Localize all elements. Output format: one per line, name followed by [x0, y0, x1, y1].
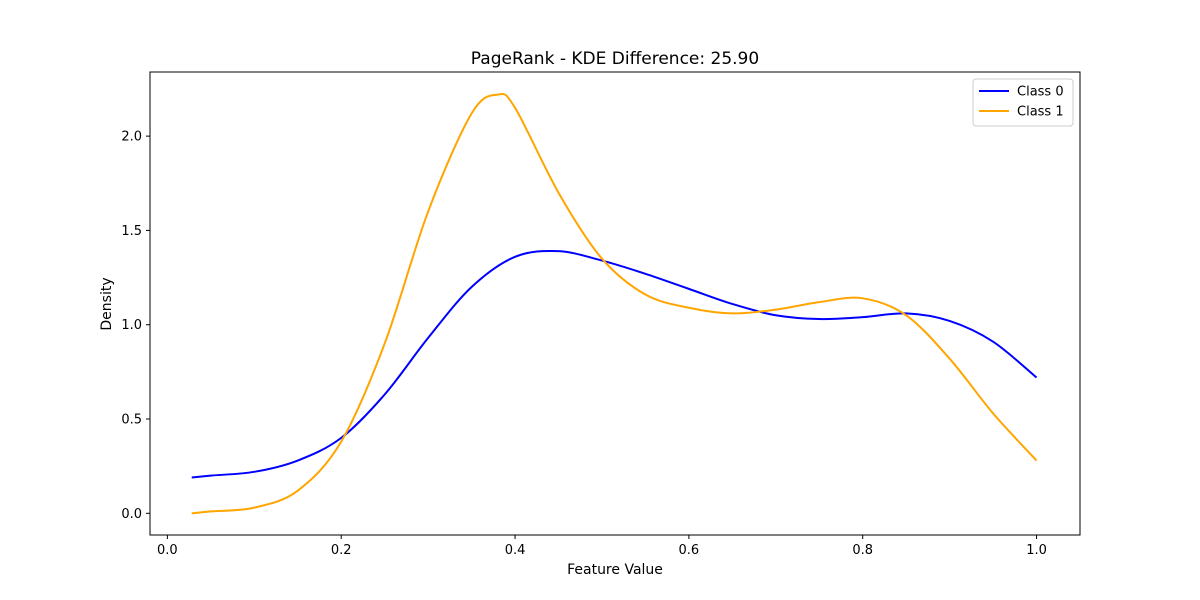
series-line-class-0 — [191, 249, 1038, 479]
y-axis-ticks: 0.0 0.5 1.0 1.5 2.0 — [121, 130, 150, 522]
x-axis-label: Feature Value — [567, 562, 663, 578]
x-tick-label: 0.2 — [331, 543, 352, 558]
legend: Class 0 Class 1 — [972, 78, 1074, 127]
legend-label: Class 0 — [1017, 85, 1064, 100]
x-tick-label: 1.0 — [1026, 543, 1047, 558]
x-tick-label: 0.0 — [157, 543, 178, 558]
y-tick-label: 2.0 — [121, 130, 142, 145]
legend-label: Class 1 — [1017, 105, 1064, 120]
y-axis-label: Density — [99, 277, 115, 330]
y-tick-label: 1.0 — [121, 318, 142, 333]
x-axis-ticks: 0.0 0.2 0.4 0.6 0.8 1.0 — [157, 535, 1047, 558]
y-tick-label: 1.5 — [121, 224, 142, 239]
x-tick-label: 0.6 — [679, 543, 700, 558]
y-tick-label: 0.0 — [121, 507, 142, 522]
series-layer — [191, 92, 1038, 515]
chart-title: PageRank - KDE Difference: 25.90 — [471, 49, 759, 69]
y-tick-label: 0.5 — [121, 413, 142, 428]
series-line-class-1 — [191, 92, 1038, 515]
plot-area-frame — [149, 71, 1081, 536]
x-tick-label: 0.8 — [852, 543, 873, 558]
x-tick-label: 0.4 — [505, 543, 526, 558]
